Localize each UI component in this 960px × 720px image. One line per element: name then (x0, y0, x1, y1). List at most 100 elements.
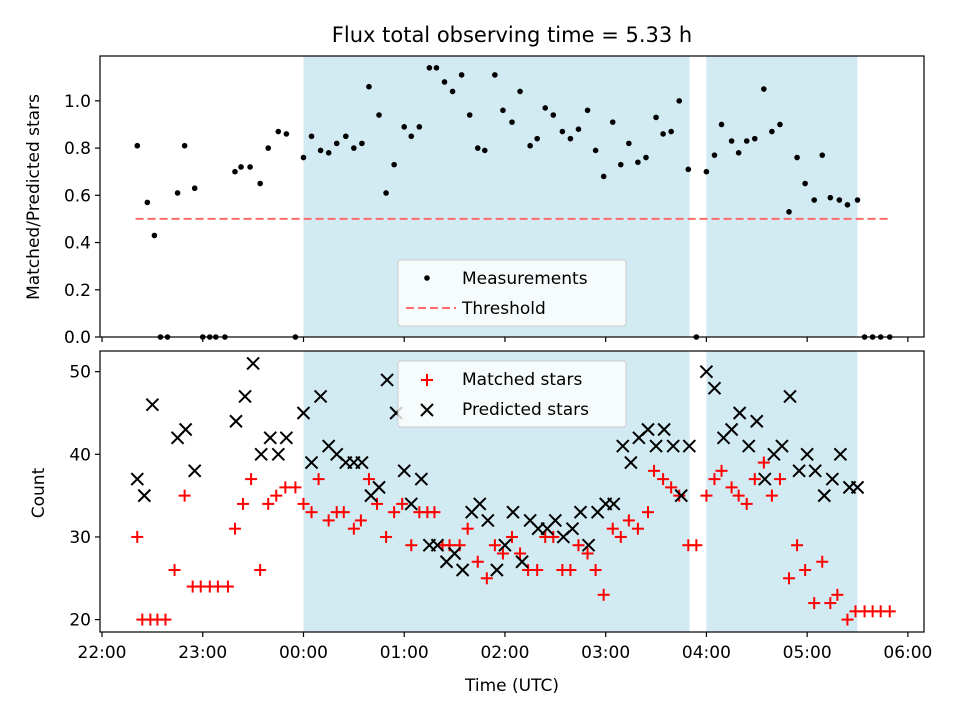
x-tick-label: 23:00 (178, 643, 227, 663)
predicted-star-point (565, 521, 580, 536)
legend-matched-marker (421, 374, 433, 386)
measurement-point (458, 72, 465, 78)
measurement-point (600, 173, 607, 180)
x-stroke-b (330, 447, 344, 462)
matched-star-point (673, 489, 686, 502)
measurement-point (685, 166, 692, 173)
x-stroke-b (616, 439, 630, 453)
predicted-star-point (296, 406, 311, 420)
y-tick-label: 20 (69, 611, 91, 631)
predicted-star-point (699, 364, 714, 379)
x-stroke-b (130, 472, 144, 486)
x-stroke-b (792, 464, 806, 478)
matched-star-point (783, 572, 796, 585)
measurement-point (366, 83, 372, 90)
matched-star-point (211, 580, 224, 593)
x-stroke-b (229, 414, 243, 428)
top-plot-frame (99, 55, 925, 338)
x-stroke-b (573, 505, 588, 519)
measurement-point (854, 197, 861, 203)
measurement-point (777, 121, 783, 128)
y-tick-label: 40 (69, 445, 91, 465)
matched-star-point (428, 506, 441, 519)
measurement-point (449, 88, 456, 95)
shaded-interval (706, 351, 858, 632)
measurement-point (844, 201, 851, 208)
predicted-star-point (313, 389, 328, 404)
measurement-point (827, 194, 834, 201)
matched-star-point (371, 497, 384, 510)
matched-star-point (279, 481, 292, 494)
x-stroke-b (355, 455, 369, 470)
measurement-point (567, 135, 574, 142)
matched-star-point (270, 489, 283, 502)
matched-star-point (614, 530, 627, 543)
x-stroke-b (775, 439, 789, 453)
measurement-point (786, 209, 792, 215)
measurement-point (238, 164, 244, 170)
matched-star-point (841, 613, 854, 626)
measurement-point (275, 128, 282, 135)
matched-star-point (648, 464, 661, 477)
legend-predicted-label: Predicted stars (462, 400, 589, 420)
x-tick-label: 02:00 (480, 643, 529, 663)
x-stroke-b (682, 439, 696, 453)
predicted-star-point (372, 480, 386, 495)
measurement-point (500, 107, 506, 114)
x-stroke-b (808, 464, 822, 478)
predicted-star-point (724, 422, 739, 437)
measurement-point (819, 152, 826, 158)
predicted-star-point (548, 513, 563, 528)
measurement-point (383, 190, 389, 196)
predicted-star-point (246, 356, 260, 371)
matched-star-point (700, 489, 713, 502)
x-stroke-b (833, 447, 848, 462)
measurement-point (592, 147, 599, 154)
x-stroke-b (187, 464, 202, 478)
x-tick-label: 06:00 (883, 643, 932, 663)
x-stroke-b (490, 563, 504, 577)
top-y-axis-label: Matched/Predicted stars (24, 94, 44, 300)
bottom-legend-box (397, 360, 627, 428)
matched-star-point (606, 522, 619, 535)
bottom-legend: Matched stars Predicted stars (397, 360, 627, 428)
top-x-ticks (101, 337, 909, 342)
predicted-star-point (254, 447, 268, 462)
predicted-star-point (800, 447, 814, 462)
matched-star-point (622, 514, 635, 527)
matched-star-point (597, 588, 610, 601)
matched-star-point (237, 497, 250, 510)
matched-star-points (131, 456, 896, 626)
measurement-point (376, 112, 382, 118)
measurement-point (794, 154, 800, 161)
matched-star-point (631, 522, 644, 535)
x-stroke-b (707, 381, 722, 395)
matched-star-point (725, 481, 738, 494)
chart-title: Flux total observing time = 5.33 h (332, 23, 692, 47)
matched-star-point (354, 514, 367, 527)
x-stroke-b (279, 431, 294, 445)
measurement-point (232, 168, 238, 175)
matched-star-point (305, 506, 318, 519)
predicted-star-point (137, 488, 152, 503)
matched-star-point (824, 597, 837, 610)
x-stroke-b (657, 422, 671, 437)
matched-star-point (289, 481, 302, 494)
y-tick-label: 0.8 (64, 139, 91, 159)
predicted-star-points (130, 356, 865, 577)
measurement-point (441, 79, 448, 85)
x-stroke-b (271, 447, 286, 462)
measurement-point (668, 128, 674, 135)
predicted-star-point (279, 431, 294, 445)
x-stroke-b (724, 422, 739, 437)
measurement-point (718, 121, 725, 128)
x-stroke-b (523, 513, 537, 528)
x-stroke-b (783, 389, 797, 404)
measurement-point (534, 135, 540, 142)
predicted-star-point (404, 497, 418, 511)
predicted-star-point (473, 497, 487, 511)
y-tick-label: 1.0 (64, 92, 91, 112)
predicted-star-point (817, 488, 831, 503)
matched-star-point (883, 605, 896, 618)
matched-star-point (791, 539, 804, 552)
